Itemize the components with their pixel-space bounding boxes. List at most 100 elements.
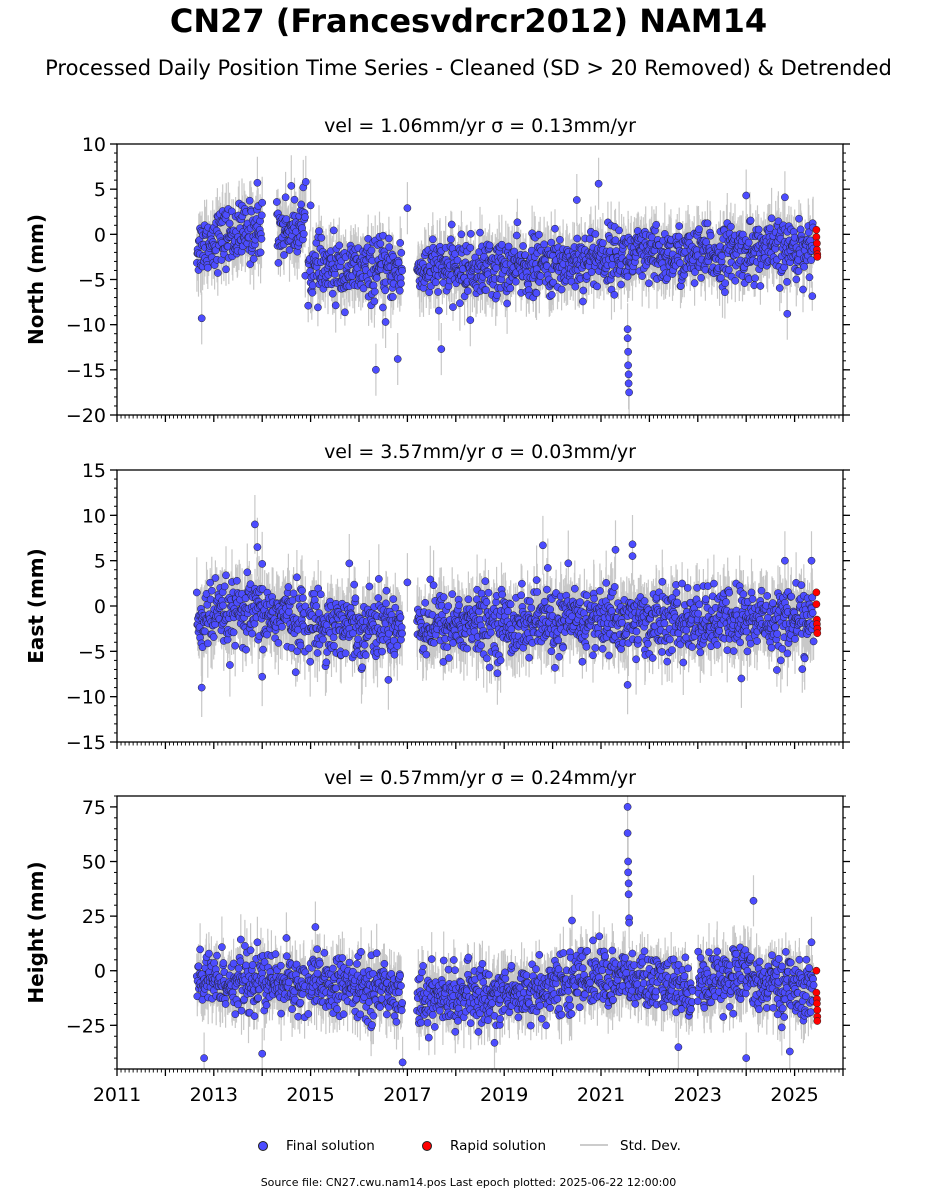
final-point [536,272,545,280]
final-point [674,960,683,969]
final-point [211,574,220,582]
final-point [506,600,515,609]
final-point [278,622,286,631]
final-point [751,274,759,283]
final-point [501,974,510,983]
final-point [679,658,688,667]
final-point [219,959,228,967]
final-point [762,1004,771,1012]
final-point [796,225,805,234]
final-point [280,251,288,259]
final-point [439,658,448,666]
final-point [482,286,490,294]
final-point [652,220,661,229]
y-tick-label: 5 [94,179,106,201]
final-point [797,581,806,589]
final-point [493,669,502,678]
final-point [313,969,322,978]
rapid-solution-series [812,588,822,638]
final-point [376,239,385,248]
y-tick-label: 10 [82,505,106,527]
final-point [628,949,637,958]
final-point [384,676,393,684]
final-point [246,946,255,955]
final-point [443,643,452,652]
final-point [284,978,293,987]
final-point [333,1005,341,1013]
final-point [430,639,438,647]
final-point [403,204,412,212]
final-point [435,306,443,315]
final-point [320,949,329,957]
final-point [766,224,774,233]
final-point [526,1021,535,1030]
final-point [551,224,559,233]
final-point [696,648,705,657]
final-point [485,241,494,250]
final-point [198,643,207,652]
final-point [455,601,463,610]
final-point [382,1010,391,1019]
final-point [453,256,462,265]
final-point [262,1001,271,1009]
final-point [586,978,594,987]
data-area-1 [192,495,822,717]
final-point [351,594,360,603]
final-point [678,579,686,588]
final-point [605,651,613,660]
final-point [287,182,296,190]
final-point [795,214,803,223]
final-point [532,965,540,973]
final-point [703,219,712,228]
final-point [781,193,789,202]
final-point [808,292,817,300]
final-point [374,594,383,602]
final-point [800,262,809,271]
final-point [428,235,437,244]
final-point [771,623,780,632]
final-point [725,588,734,597]
final-point [557,1010,566,1019]
final-point [236,935,245,944]
final-point [294,1012,302,1021]
final-point [380,959,389,968]
final-point [392,1018,401,1026]
final-point [672,588,681,597]
final-point [624,370,633,379]
final-point [748,595,757,603]
final-point [339,1010,348,1019]
final-point [546,1004,554,1012]
final-point [484,1016,492,1025]
final-point [756,282,765,290]
rapid-solution-series [812,225,822,261]
final-point [368,1021,376,1029]
final-point [259,645,267,654]
final-point [573,234,582,243]
final-point [393,355,402,363]
final-point [623,681,632,689]
final-point [676,640,685,649]
final-point [640,597,649,605]
final-point [615,226,623,235]
final-point [663,657,672,666]
final-point [312,602,321,610]
final-point [767,214,776,223]
final-point [220,582,229,591]
final-point [739,590,748,599]
final-point [799,285,807,294]
final-point [504,242,513,251]
final-point [512,231,521,240]
final-point [526,597,534,606]
final-point [624,347,632,356]
final-point [439,593,448,601]
final-point [579,297,587,306]
final-point [496,656,505,665]
final-point [328,289,337,298]
final-point [682,626,691,635]
final-point [449,956,458,964]
final-point [518,579,526,588]
final-point [231,1010,240,1019]
final-point [693,997,702,1006]
final-point [329,633,338,642]
final-point [322,658,331,667]
